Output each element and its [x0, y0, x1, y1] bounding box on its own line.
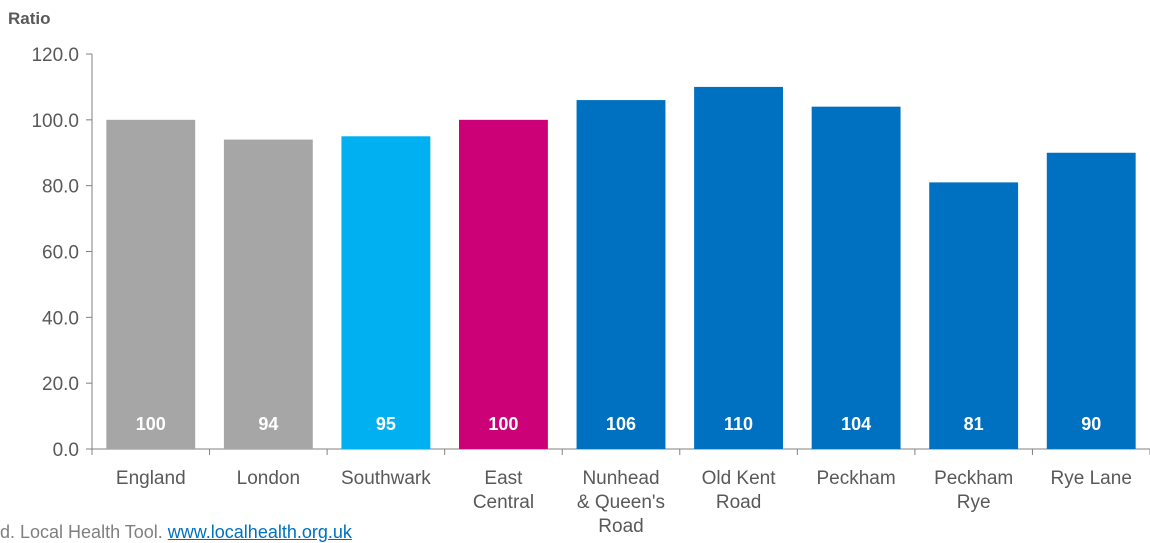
- data-label: 81: [964, 414, 984, 434]
- y-axis-label: Ratio: [8, 9, 51, 28]
- x-tick-label: Peckham: [817, 468, 896, 489]
- bar: [1046, 152, 1136, 449]
- x-tick-label: Road: [716, 492, 761, 513]
- y-tick-label: 80.0: [42, 177, 79, 198]
- x-tick-label: & Queen's: [577, 492, 665, 513]
- x-tick-label: Central: [473, 492, 534, 513]
- x-tick-label: Road: [598, 516, 643, 537]
- y-tick-label: 60.0: [42, 243, 79, 264]
- x-tick-label: East: [484, 468, 523, 489]
- footnote-text: d. Local Health Tool.: [0, 522, 168, 542]
- y-tick-label: 100.0: [31, 111, 79, 132]
- y-tick-label: 20.0: [42, 374, 79, 395]
- y-tick-label: 120.0: [31, 45, 79, 66]
- data-label: 104: [841, 414, 871, 434]
- bar: [929, 182, 1019, 449]
- bar: [341, 136, 431, 449]
- bar: [694, 86, 783, 450]
- bar: [811, 106, 901, 450]
- bar: [223, 139, 313, 450]
- y-tick-label: 40.0: [42, 308, 79, 329]
- x-tick-label: Peckham: [934, 468, 1013, 489]
- y-tick-label: 0.0: [53, 440, 79, 461]
- bar: [576, 100, 666, 449]
- x-tick-label: Southwark: [341, 468, 431, 489]
- data-label: 100: [488, 414, 518, 434]
- source-footnote: d. Local Health Tool. www.localhealth.or…: [0, 522, 352, 543]
- source-link[interactable]: www.localhealth.org.uk: [167, 522, 352, 542]
- data-label: 90: [1081, 414, 1101, 434]
- data-label: 106: [606, 414, 636, 434]
- x-tick-label: Old Kent: [702, 468, 777, 489]
- data-label: 100: [136, 414, 166, 434]
- x-tick-label: Nunhead: [582, 468, 659, 489]
- x-tick-label: England: [116, 468, 186, 489]
- data-label: 95: [376, 414, 396, 434]
- x-tick-label: Rye: [957, 492, 991, 513]
- x-tick-label: Rye Lane: [1051, 468, 1132, 489]
- bar: [106, 119, 196, 449]
- data-label: 110: [724, 414, 753, 434]
- bar: [459, 119, 548, 449]
- x-tick-label: London: [237, 468, 300, 489]
- data-label: 94: [258, 414, 278, 434]
